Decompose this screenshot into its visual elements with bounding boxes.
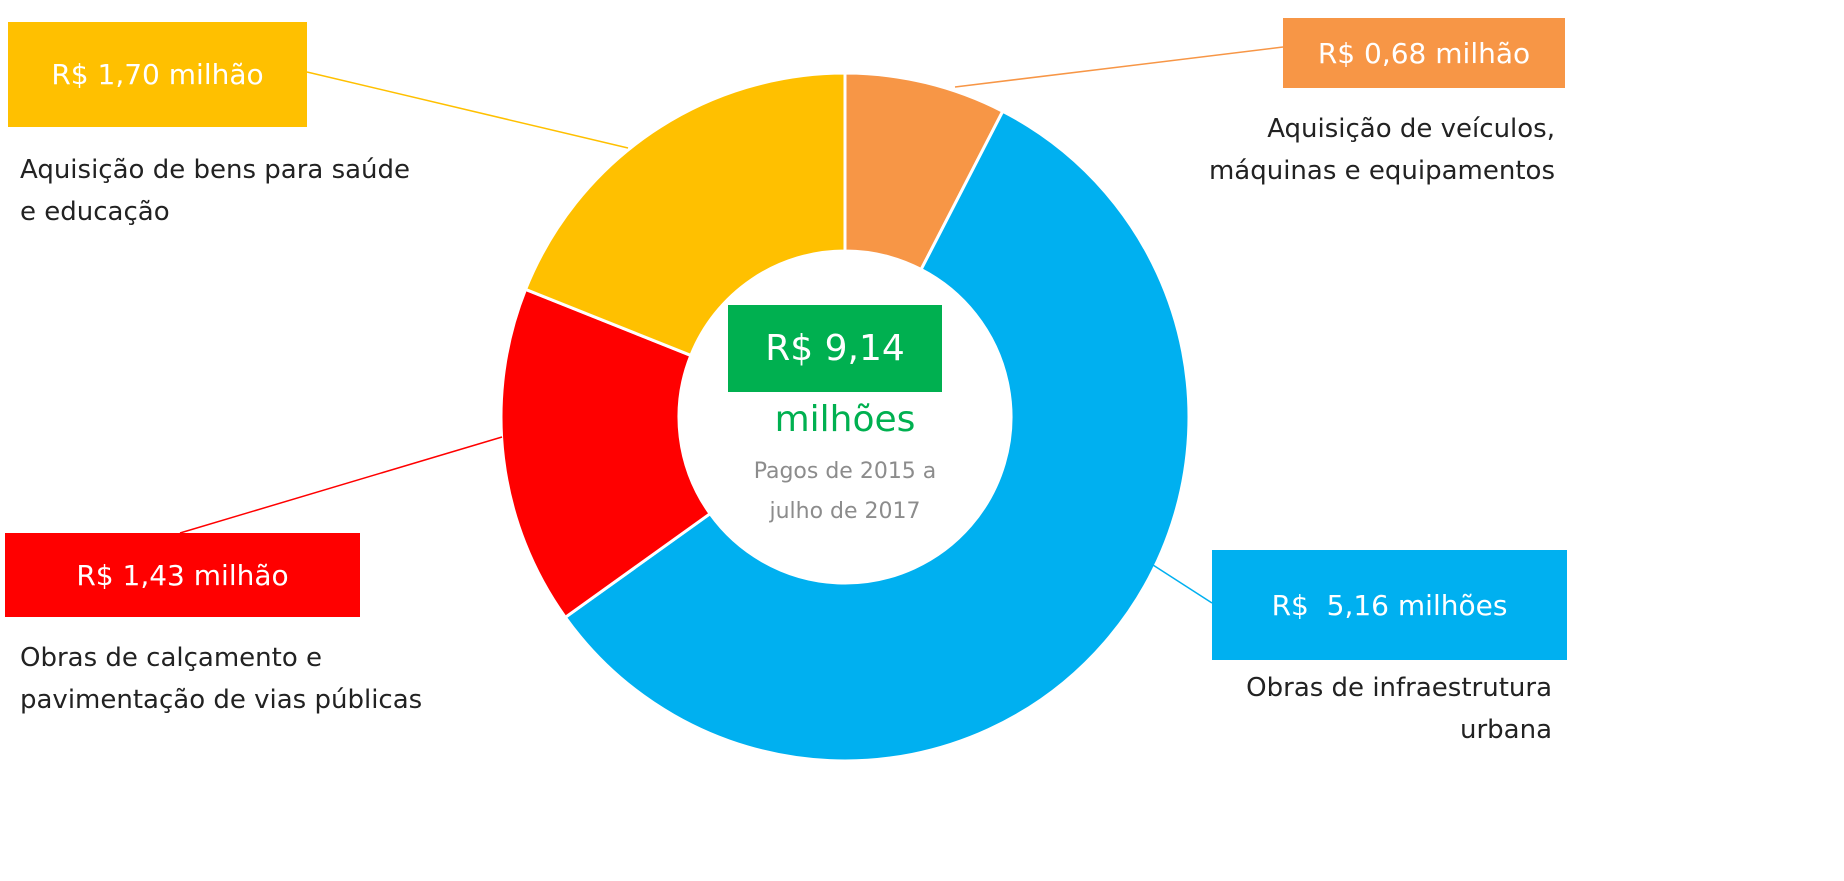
center-title: R$ 9,14 [728,305,942,392]
leader-line [1152,564,1213,604]
leader-line [179,436,503,534]
center-unit: milhões [774,399,916,440]
value-label: R$ 1,43 milhão [5,533,360,617]
category-label: Obras de calçamento e pavimentação de vi… [20,643,423,715]
value-label: R$ 5,16 milhões [1212,550,1567,660]
donut-slice [523,71,847,358]
value-label: R$ 1,70 milhão [8,22,307,127]
donut-slice [499,287,713,620]
leader-line [306,71,629,149]
donut-slice [563,109,1191,763]
category-label: Aquisição de bens para saúde e educação [20,155,411,227]
subtitle: Pagos de 2015 a julho de 2017 [753,459,937,524]
value-label: R$ 0,68 milhão [1283,18,1565,88]
category-label: Aquisição de veículos, máquinas e equipa… [1208,114,1555,186]
category-label: Obras de infraestrutura urbana [1246,673,1552,745]
leader-line [954,46,1284,88]
